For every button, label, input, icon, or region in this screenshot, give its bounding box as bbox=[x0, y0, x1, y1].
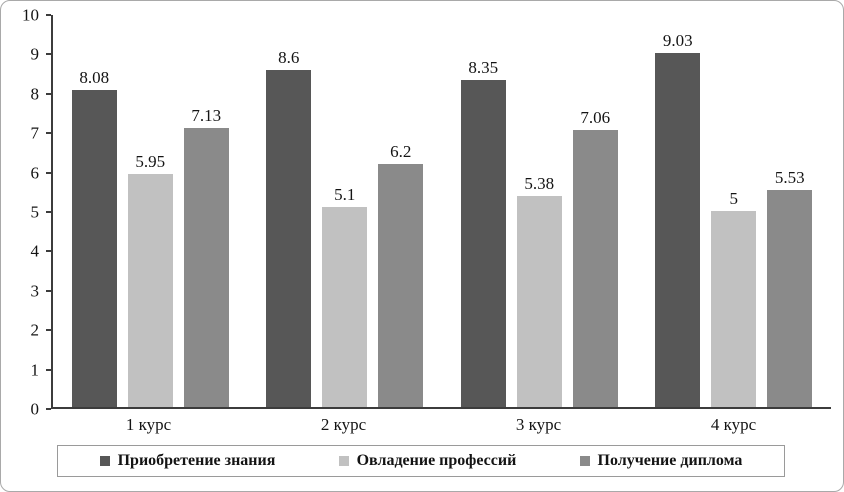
legend-marker-icon bbox=[579, 456, 590, 466]
bar-wrapper: 5.38 bbox=[516, 15, 562, 407]
y-tick-label: 5 bbox=[30, 202, 40, 222]
x-category-label: 3 курс bbox=[515, 415, 562, 434]
x-category-label: 4 курс bbox=[710, 415, 757, 434]
bar-value-label: 7.06 bbox=[580, 108, 611, 128]
bar-wrapper: 7.06 bbox=[572, 15, 618, 407]
y-tick-label: 4 bbox=[30, 241, 40, 261]
bar-value-label: 8.08 bbox=[79, 68, 110, 88]
bar-value-label: 5.1 bbox=[334, 185, 356, 205]
bar-group: 9.03 5 5.53 bbox=[637, 15, 832, 407]
x-axis: 1 курс 2 курс 3 курс 4 курс bbox=[51, 409, 831, 441]
bar bbox=[460, 79, 506, 407]
y-tick-mark bbox=[46, 250, 51, 253]
bar-value-label: 8.6 bbox=[278, 47, 300, 67]
y-tick-label: 7 bbox=[30, 123, 40, 143]
bar-value-label: 6.2 bbox=[390, 141, 412, 161]
y-tick-mark bbox=[46, 408, 51, 410]
y-tick-mark bbox=[46, 14, 51, 16]
legend: Приобретение знания Овладение профессий По… bbox=[57, 445, 785, 477]
bar bbox=[183, 127, 229, 407]
bar-group: 8.35 5.38 7.06 bbox=[442, 15, 637, 407]
bar-wrapper: 8.35 bbox=[460, 15, 506, 407]
bar-wrapper: 5.95 bbox=[127, 15, 173, 407]
y-tick-label: 0 bbox=[30, 399, 40, 419]
bar bbox=[127, 173, 173, 407]
y-tick-mark bbox=[46, 92, 51, 95]
y-tick-label: 1 bbox=[30, 360, 40, 380]
bar bbox=[655, 53, 701, 407]
y-tick-mark bbox=[46, 368, 51, 371]
legend-label: Получение диплома bbox=[597, 452, 743, 469]
legend-item: Овладение профессий bbox=[338, 452, 517, 470]
bar-wrapper: 7.13 bbox=[183, 15, 229, 407]
bar-group: 8.08 5.95 7.13 bbox=[53, 15, 248, 407]
y-tick-mark bbox=[46, 329, 51, 332]
y-tick-mark bbox=[46, 132, 51, 135]
y-axis: 10 9 8 7 6 5 4 3 2 1 0 bbox=[9, 7, 51, 418]
bar bbox=[767, 190, 813, 407]
bar-value-label: 8.35 bbox=[468, 57, 499, 77]
legend-label: Приобретение знания bbox=[117, 452, 276, 469]
bar-wrapper: 5 bbox=[711, 15, 757, 407]
bar bbox=[378, 163, 424, 407]
y-tick-mark bbox=[46, 289, 51, 292]
bar-wrapper: 9.03 bbox=[655, 15, 701, 407]
bar-wrapper: 6.2 bbox=[378, 15, 424, 407]
x-category-label: 1 курс bbox=[125, 415, 172, 434]
plot-area: 8.08 5.95 7.13 8.6 5.1 6.2 8.35 5.38 7.06 9.03 5 5.… bbox=[51, 15, 831, 409]
legend-item: Приобретение знания bbox=[99, 452, 276, 470]
y-tick-label: 9 bbox=[30, 44, 40, 64]
y-tick-mark bbox=[46, 211, 51, 213]
legend-item: Получение диплома bbox=[579, 452, 743, 470]
bar bbox=[572, 130, 618, 407]
bar-wrapper: 5.1 bbox=[322, 15, 368, 407]
y-tick-label: 10 bbox=[22, 5, 39, 25]
bar bbox=[266, 69, 312, 407]
bar bbox=[322, 207, 368, 407]
bar-wrapper: 8.6 bbox=[266, 15, 312, 407]
bar-value-label: 5.38 bbox=[524, 174, 555, 194]
bar-value-label: 7.13 bbox=[191, 105, 222, 125]
y-tick-label: 2 bbox=[30, 320, 40, 340]
bar-value-label: 5 bbox=[729, 189, 739, 208]
y-tick-label: 6 bbox=[30, 163, 40, 183]
bar-value-label: 5.95 bbox=[135, 151, 166, 171]
legend-marker-icon bbox=[338, 456, 349, 466]
bar-value-label: 9.03 bbox=[662, 31, 693, 51]
x-category-label: 2 курс bbox=[320, 415, 367, 434]
bar bbox=[516, 196, 562, 407]
y-tick-label: 3 bbox=[30, 281, 40, 301]
legend-label: Овладение профессий bbox=[356, 452, 517, 469]
bar-group: 8.6 5.1 6.2 bbox=[248, 15, 443, 407]
y-tick-mark bbox=[46, 171, 51, 174]
chart-area: 10 9 8 7 6 5 4 3 2 1 0 8.08 5.95 7.13 8.6 5.1 6.2 8.35 5.… bbox=[9, 7, 831, 418]
y-tick-label: 8 bbox=[30, 84, 40, 104]
legend-marker-icon bbox=[99, 456, 110, 466]
bar-value-label: 5.53 bbox=[774, 168, 805, 188]
y-tick-mark bbox=[46, 53, 51, 56]
bar-wrapper: 8.08 bbox=[71, 15, 117, 407]
bar bbox=[711, 211, 757, 407]
bar-wrapper: 5.53 bbox=[767, 15, 813, 407]
bar bbox=[71, 90, 117, 407]
